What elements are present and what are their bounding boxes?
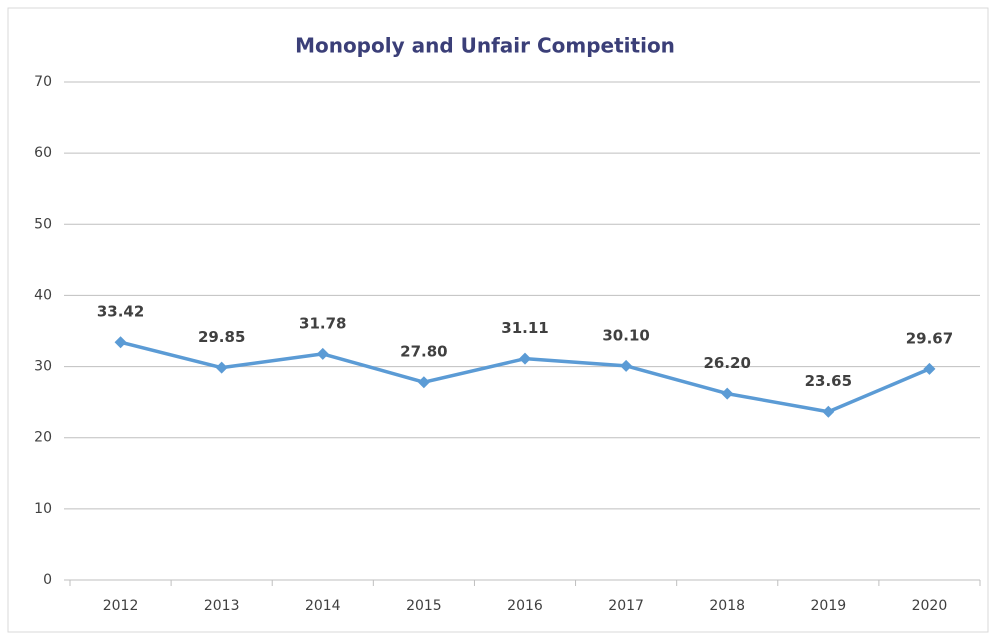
chart-border — [7, 7, 989, 633]
marker — [417, 376, 430, 389]
marker — [215, 361, 228, 374]
x-tick-label: 2017 — [608, 598, 644, 614]
x-tick-label: 2013 — [204, 598, 240, 614]
x-tick-label: 2016 — [507, 598, 543, 614]
value-label: 30.10 — [602, 326, 649, 344]
y-tick-label: 0 — [43, 572, 52, 588]
marker — [114, 336, 127, 349]
y-tick-label: 20 — [34, 430, 52, 446]
value-label: 31.78 — [299, 314, 346, 332]
y-tick-label: 40 — [34, 287, 52, 303]
marker — [620, 359, 633, 372]
marker — [822, 405, 835, 418]
x-tick-label: 2015 — [406, 598, 442, 614]
value-label: 31.11 — [501, 319, 548, 337]
y-tick-label: 70 — [34, 74, 52, 90]
x-tick-label: 2019 — [811, 598, 847, 614]
y-tick-label: 30 — [34, 359, 52, 375]
marker — [721, 387, 734, 400]
value-label: 23.65 — [805, 372, 852, 390]
marker — [316, 347, 329, 360]
y-tick-label: 10 — [34, 501, 52, 517]
marker — [923, 362, 936, 375]
y-tick-label: 50 — [34, 216, 52, 232]
value-label: 29.85 — [198, 328, 245, 346]
chart-title: Monopoly and Unfair Competition — [295, 34, 675, 58]
value-label: 29.67 — [906, 329, 953, 347]
x-tick-label: 2018 — [709, 598, 745, 614]
value-label: 27.80 — [400, 343, 447, 361]
x-tick-label: 2020 — [912, 598, 948, 614]
marker — [519, 352, 531, 365]
value-label: 33.42 — [97, 303, 144, 321]
x-tick-label: 2014 — [305, 598, 341, 614]
x-tick-label: 2012 — [103, 598, 139, 614]
value-label: 26.20 — [703, 354, 750, 372]
y-tick-label: 60 — [34, 145, 52, 161]
